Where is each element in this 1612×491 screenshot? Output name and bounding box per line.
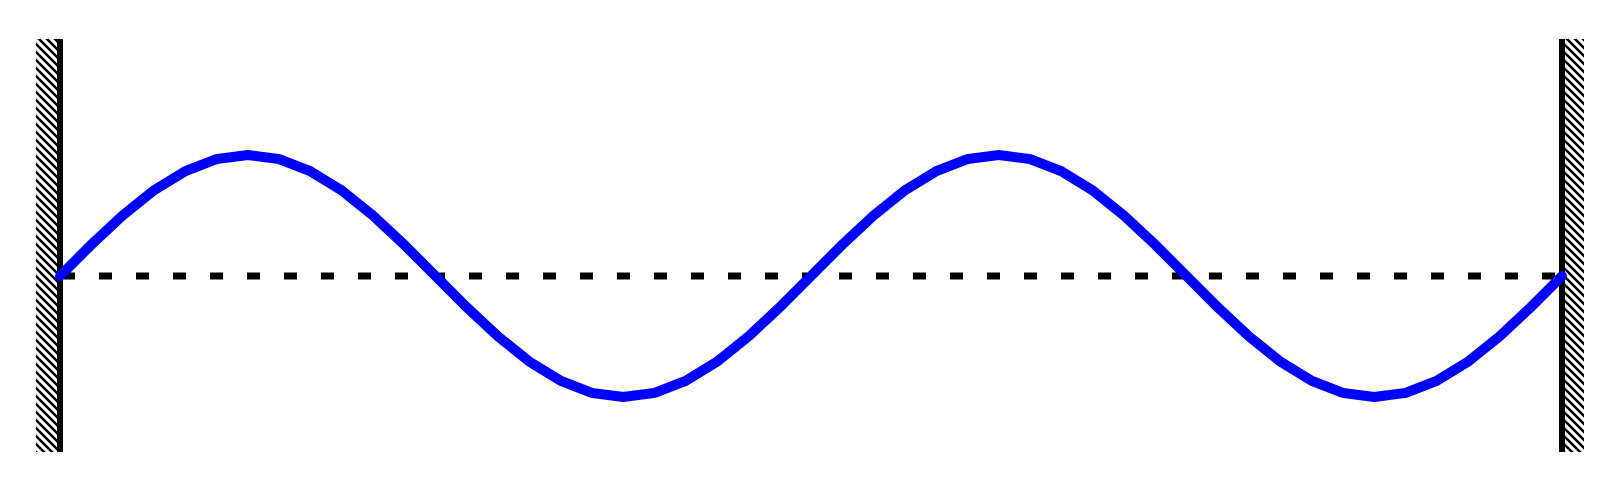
standing-wave	[55, 150, 1567, 402]
left-wall-hatch	[36, 39, 60, 452]
right-wall-hatch	[1562, 39, 1584, 452]
